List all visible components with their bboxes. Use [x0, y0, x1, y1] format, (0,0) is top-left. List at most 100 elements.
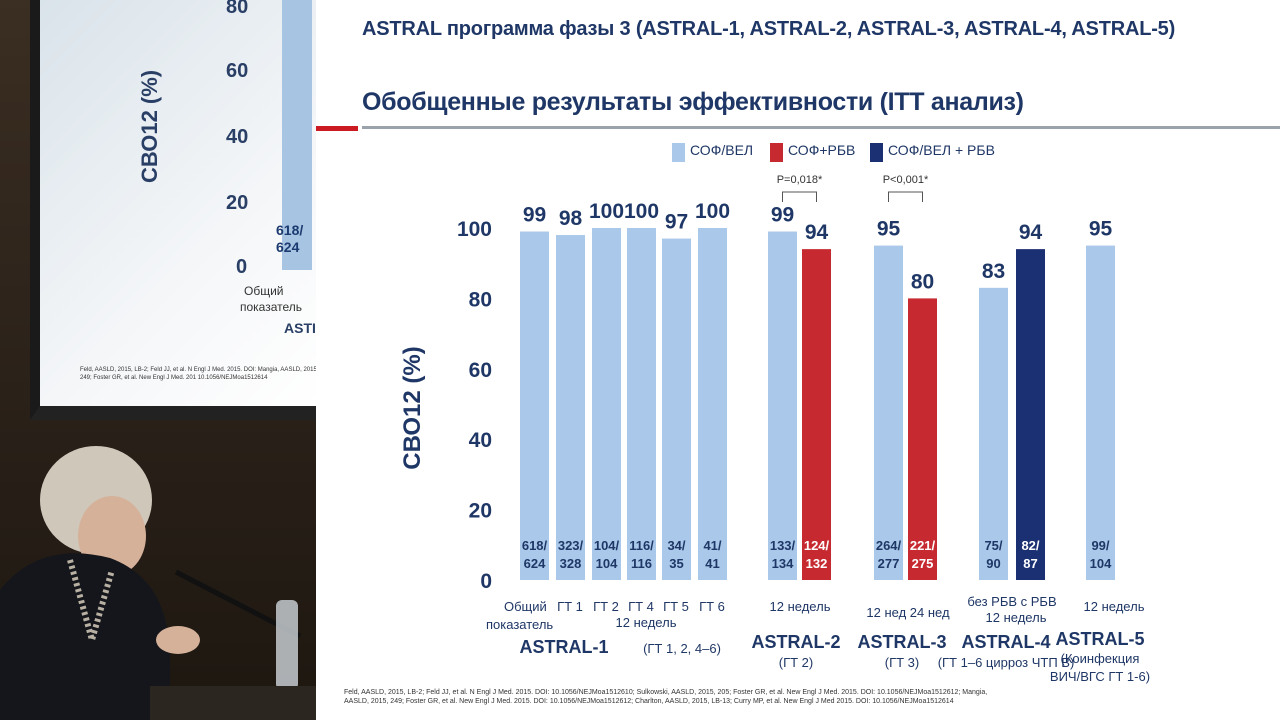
left-tick-40: 40: [226, 126, 249, 148]
room-background: СВО12 (%) 80 60 40 20 0 Общий показатель…: [0, 0, 316, 720]
title-red-bar: [316, 126, 358, 131]
legend-label-sof-vel-rbv: СОФ/ВЕЛ + РБВ: [888, 142, 995, 158]
bar-value-label-1: 98: [559, 207, 583, 230]
study-name-3: ASTRAL-4: [962, 632, 1051, 652]
bar-12: [1086, 245, 1115, 580]
left-ylabel: СВО12 (%): [137, 69, 162, 183]
study-name-2: ASTRAL-3: [858, 632, 947, 652]
bar-count-bottom-8: 277: [878, 556, 900, 571]
legend-swatch-sof-rbv: [770, 143, 783, 162]
left-cat-2: показатель: [240, 300, 303, 314]
left-tick-60: 60: [226, 60, 249, 82]
bar-count-bottom-1: 328: [560, 556, 582, 571]
bar-count-top-5: 41/: [703, 538, 721, 553]
bar-count-bottom-7: 132: [806, 556, 828, 571]
study-name-4: ASTRAL-5: [1056, 629, 1145, 649]
bar-count-bottom-4: 35: [669, 556, 683, 571]
bar-8: [874, 245, 903, 580]
bar-value-label-12: 95: [1089, 218, 1113, 241]
slide-subtitle: Обобщенные результаты эффективности (ITT…: [362, 88, 1024, 116]
study-note-3: (ГТ 1–6 цирроз ЧТП B): [938, 655, 1075, 670]
bar-value-label-6: 99: [771, 204, 794, 227]
projector-screen: СВО12 (%) 80 60 40 20 0 Общий показатель…: [30, 0, 316, 420]
speaker-figure: [0, 446, 316, 720]
category-label-7: 12 нед 24 нед: [866, 605, 950, 620]
sublabel-astral1: 12 недель: [616, 615, 677, 630]
study-note2-4: ВИЧ/ВГС ГТ 1-6): [1050, 669, 1150, 684]
study-name-1: ASTRAL-2: [752, 632, 841, 652]
bar-count-bottom-0: 624: [524, 556, 546, 571]
slide: ASTRAL программа фазы 3 (ASTRAL-1, ASTRA…: [316, 0, 1280, 720]
left-cat-1: Общий: [244, 284, 284, 298]
bar-count-bottom-2: 104: [596, 556, 618, 571]
bar-4: [662, 238, 691, 580]
bar-count-bottom-11: 87: [1023, 556, 1037, 571]
bar-9: [908, 298, 937, 580]
bar-count-bottom-10: 90: [986, 556, 1000, 571]
bar-count-bottom-3: 116: [631, 556, 652, 571]
bar-count-top-1: 323/: [558, 538, 584, 553]
slide-title: ASTRAL программа фазы 3 (ASTRAL-1, ASTRA…: [362, 18, 1176, 40]
left-study: ASTI: [284, 320, 316, 336]
bar-count-top-0: 618/: [522, 538, 548, 553]
bar-value-label-3: 100: [624, 200, 659, 223]
speaker-body: [0, 553, 170, 720]
bar-value-label-8: 95: [877, 218, 901, 241]
pvalue-label-0: P=0,018*: [777, 174, 823, 186]
bar-10: [979, 287, 1008, 580]
title-divider: [362, 126, 1280, 129]
category-label-line2-0: показатель: [486, 617, 553, 632]
legend-swatch-sof-vel: [672, 143, 685, 162]
efficacy-chart: СВО12 (%) 0 20 40 60 80 100 99 618/624 98 323/328…: [399, 174, 1150, 684]
category-label-3: ГТ 4: [628, 599, 654, 614]
bar-count-top-7: 124/: [804, 538, 830, 553]
bar-count-bottom-9: 275: [912, 556, 934, 571]
bar-count-top-12: 99/: [1091, 538, 1109, 553]
legend-swatch-sof-vel-rbv: [870, 143, 883, 162]
left-tick-0: 0: [236, 256, 248, 278]
category-label-5: ГТ 6: [699, 599, 725, 614]
bar-value-label-0: 99: [523, 204, 546, 227]
y-tick-100: 100: [457, 218, 492, 241]
bar-count-top-11: 82/: [1021, 538, 1039, 553]
bar-2: [592, 228, 621, 580]
bar-count-bottom-6: 134: [772, 556, 794, 571]
left-tick-20: 20: [226, 192, 249, 214]
y-tick-60: 60: [469, 359, 492, 382]
bar-count-top-6: 133/: [770, 538, 796, 553]
podium: [150, 686, 316, 720]
bar-value-label-7: 94: [805, 221, 829, 244]
category-label-4: ГТ 5: [663, 599, 689, 614]
category-label-6: 12 недель: [770, 599, 831, 614]
study-note-4: (Коинфекция: [1061, 651, 1140, 666]
legend-label-sof-vel: СОФ/ВЕЛ: [690, 142, 754, 158]
bar-value-label-10: 83: [982, 260, 1005, 283]
y-tick-80: 80: [469, 288, 492, 311]
bar-value-label-2: 100: [589, 200, 624, 223]
bar-value-label-4: 97: [665, 211, 688, 234]
y-tick-20: 20: [469, 500, 492, 523]
category-label-0: Общий: [504, 599, 547, 614]
bar-count-bottom-5: 41: [705, 556, 719, 571]
study-note-0: (ГТ 1, 2, 4–6): [643, 641, 721, 656]
bar-3: [627, 228, 656, 580]
bar-5: [698, 228, 727, 580]
bar-count-top-10: 75/: [984, 538, 1002, 553]
bar-count-top-9: 221/: [910, 538, 936, 553]
bar-count-top-2: 104/: [594, 538, 620, 553]
bar-value-label-5: 100: [695, 200, 730, 223]
pvalue-label-1: P<0,001*: [883, 174, 929, 186]
left-count-top: 618/: [276, 222, 304, 238]
study-name-0: ASTRAL-1: [520, 637, 609, 657]
left-tick-80: 80: [226, 0, 249, 18]
category-label-1: ГТ 1: [557, 599, 583, 614]
y-axis-label: СВО12 (%): [399, 346, 426, 469]
speaker-hand: [156, 626, 200, 654]
left-count-bottom: 624: [276, 239, 300, 255]
sublabel-astral4: 12 недель: [986, 610, 1047, 625]
pvalue-bracket-1: [888, 191, 923, 202]
legend-label-sof-rbv: СОФ+РБВ: [788, 142, 856, 158]
pvalue-bracket-0: [782, 191, 817, 202]
category-label-2: ГТ 2: [593, 599, 619, 614]
y-tick-40: 40: [469, 429, 492, 452]
